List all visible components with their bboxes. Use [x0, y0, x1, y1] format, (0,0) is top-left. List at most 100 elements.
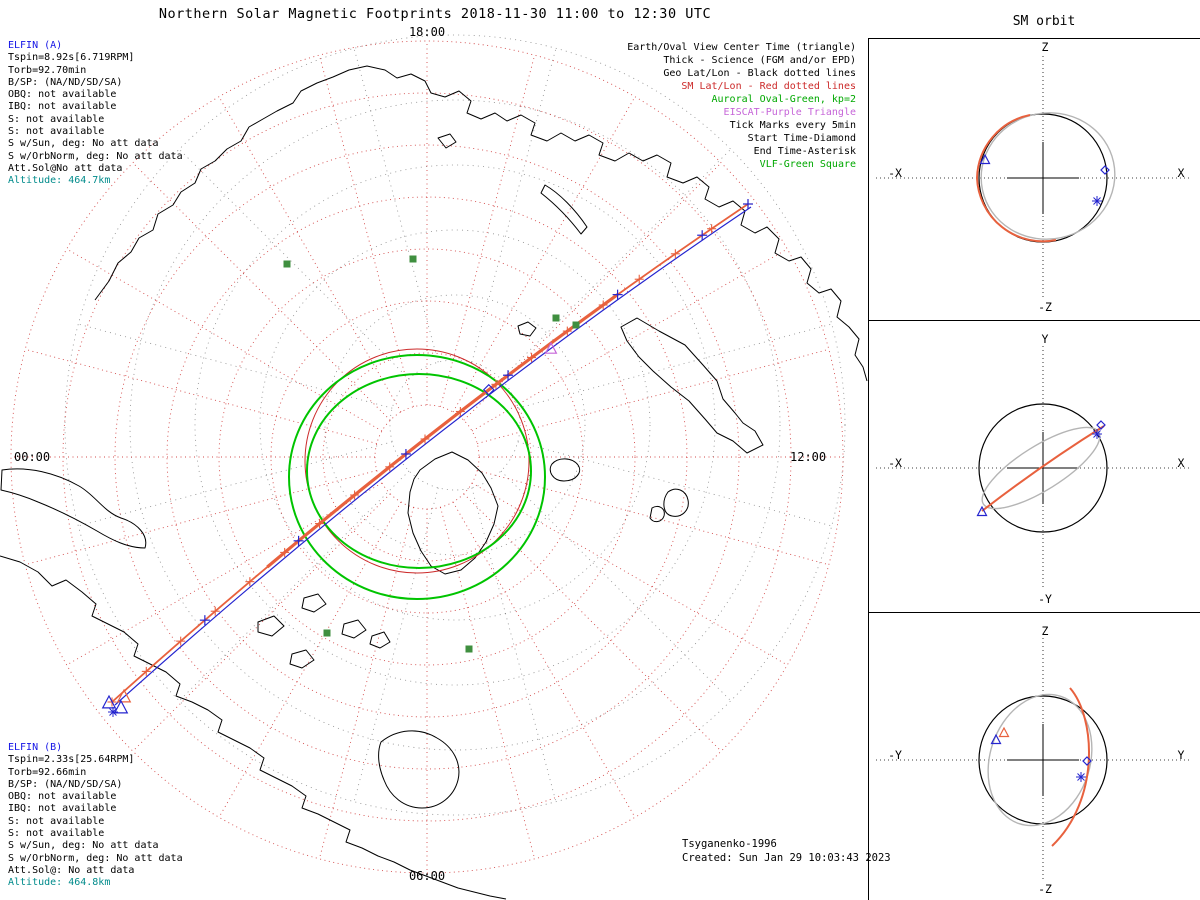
info-line: S w/Sun, deg: No att data [8, 138, 159, 150]
orbit-panel-xz [876, 56, 1192, 300]
sm-orbit-title: SM orbit [1012, 14, 1076, 29]
vlf-station-square [409, 255, 417, 263]
asterisk-marker [109, 708, 117, 716]
triangle-marker [116, 688, 132, 703]
vlf-station-square [572, 321, 580, 329]
triangle-marker [976, 505, 988, 517]
auroral-oval-outer [288, 354, 546, 600]
orbit-panel-xy [876, 346, 1192, 590]
vlf-station-square [465, 645, 473, 653]
asterisk-marker [1093, 197, 1101, 205]
diamond-marker [1082, 756, 1092, 766]
asterisk-marker [1077, 773, 1085, 781]
legend-item: End Time-Asterisk [753, 146, 856, 157]
info-line: S: not available [8, 113, 105, 125]
info-line: S w/Sun, deg: No att data [8, 840, 159, 852]
triangle-marker [990, 733, 1002, 745]
orbit3-axis-top: Z [1041, 624, 1049, 638]
triangle-marker [113, 699, 129, 714]
triangle-marker [544, 341, 558, 354]
legend-item: Geo Lat/Lon - Black dotted lines [663, 68, 856, 79]
asterisk-marker [1093, 430, 1101, 438]
mlt-label-18: 18:00 [408, 25, 446, 39]
mlt-label-00: 00:00 [14, 450, 51, 464]
earth-disk [978, 403, 1108, 533]
footprint-layer [101, 199, 753, 717]
credit-block: Tsyganenko-1996 Created: Sun Jan 29 10:0… [682, 837, 891, 865]
info-line: Att.Sol@: No att data [8, 864, 135, 876]
info-line: S w/OrbNorm, deg: No att data [8, 852, 183, 864]
orbit-path-highlight [1051, 687, 1090, 847]
model-name: Tsyganenko-1996 [682, 838, 777, 850]
elfin-b-info-block: ELFIN (B) Tspin=2.33s[25.64RPM] Torb=92.… [8, 742, 183, 890]
legend-item: Tick Marks every 5min [729, 120, 856, 131]
vlf-station-square [283, 260, 291, 268]
orbit-markers [990, 726, 1092, 782]
orbit-path-gray [980, 112, 1116, 240]
sm-graticule [10, 40, 844, 874]
info-line: S: not available [8, 815, 105, 827]
info-line: B/SP: (NA/ND/SD/SA) [8, 76, 123, 88]
info-line: OBQ: not available [8, 791, 117, 803]
diamond-marker [1096, 420, 1106, 430]
vlf-station-square [552, 314, 560, 322]
legend-item: Thick - Science (FGM and/or EPD) [663, 55, 856, 66]
info-line: Torb=92.70min [8, 64, 87, 76]
legend-item: EISCAT-Purple Triangle [723, 107, 856, 118]
elfin-a-info-block: ELFIN (A) Tspin=8.92s[6.719RPM] Torb=92.… [8, 40, 183, 188]
orbit-markers [976, 420, 1106, 517]
info-line: S: not available [8, 126, 105, 138]
legend-item: Start Time-Diamond [747, 133, 856, 144]
info-line: Tspin=8.92s[6.719RPM] [8, 52, 135, 64]
orbit3-axis-right: Y [1177, 748, 1185, 762]
legend-item: Auroral Oval-Green, kp=2 [711, 94, 857, 105]
orbit1-axis-right: X [1177, 166, 1185, 180]
vlf-station-square [323, 629, 331, 637]
science-collection-segment [266, 293, 619, 569]
info-line: Torb=92.66min [8, 766, 87, 778]
legend-item: Earth/Oval View Center Time (triangle) [627, 42, 856, 53]
created-timestamp: Created: Sun Jan 29 10:03:43 2023 [682, 852, 891, 864]
info-line: OBQ: not available [8, 89, 117, 101]
orbit-panel-yz [876, 638, 1192, 882]
elfin-b-altitude: Altitude: 464.8km [8, 877, 111, 889]
geographic-graticule [64, 34, 846, 816]
page-title: Northern Solar Magnetic Footprints 2018-… [158, 6, 712, 22]
sm-latitude-circle [304, 348, 530, 574]
sm-orbit-panels-svg [868, 38, 1200, 900]
orbit1-axis-bottom: -Z [1038, 300, 1052, 314]
orbit1-axis-top: Z [1041, 40, 1049, 54]
footprint-map-svg [0, 34, 868, 900]
elfin-a-altitude: Altitude: 464.7km [8, 175, 111, 187]
orbit3-axis-left: -Y [888, 748, 902, 762]
mlt-label-12: 12:00 [790, 450, 827, 464]
orbit-path-highlight [981, 425, 1105, 512]
elfin-b-title: ELFIN (B) [8, 742, 63, 753]
orbit2-axis-right: X [1177, 456, 1185, 470]
legend-item: VLF-Green Square [759, 159, 856, 170]
elfin-b-footprint-track [114, 206, 752, 706]
coastlines [0, 65, 868, 900]
info-line: S w/OrbNorm, deg: No att data [8, 150, 183, 162]
orbit2-axis-left: -X [888, 456, 902, 470]
info-line: Att.Sol@No att data [8, 162, 123, 174]
info-line: S: not available [8, 828, 105, 840]
info-line: Tspin=2.33s[25.64RPM] [8, 754, 135, 766]
orbit2-axis-bottom: -Y [1038, 592, 1052, 606]
diamond-marker [1100, 165, 1110, 175]
elfin-a-title: ELFIN (A) [8, 40, 63, 51]
triangle-marker [998, 726, 1010, 738]
info-line: B/SP: (NA/ND/SD/SA) [8, 778, 123, 790]
info-line: IBQ: not available [8, 803, 117, 815]
orbit3-axis-bottom: -Z [1038, 882, 1052, 896]
diamond-marker [482, 383, 495, 396]
orbit1-axis-left: -X [888, 166, 902, 180]
panel-frame [868, 38, 1200, 900]
orbit-path-highlight [975, 114, 1057, 243]
triangle-marker [101, 694, 117, 709]
mlt-label-06: 06:00 [408, 869, 446, 883]
elfin-a-footprint-track [111, 203, 749, 703]
orbit-markers [979, 153, 1110, 206]
info-line: IBQ: not available [8, 101, 117, 113]
legend-item: SM Lat/Lon - Red dotted lines [681, 81, 856, 92]
